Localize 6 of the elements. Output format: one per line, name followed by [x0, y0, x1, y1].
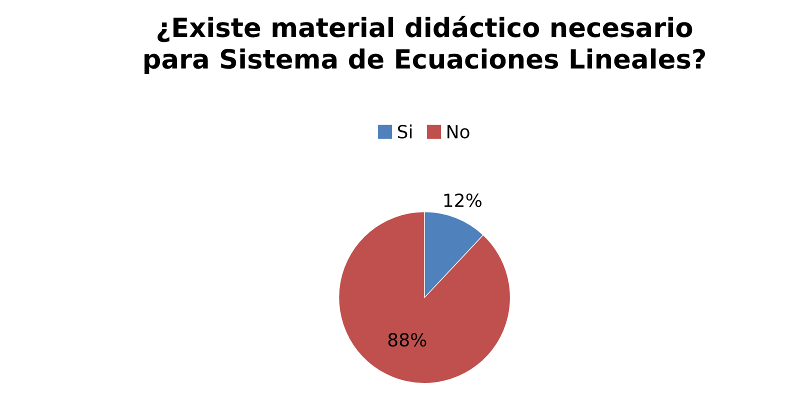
chart-title: ¿Existe material didáctico necesario para Sistema de Ecuaciones Lineales?	[144, 16, 706, 74]
data-label: 12%	[444, 193, 482, 208]
data-label: 88%	[388, 332, 426, 347]
pie-slice	[338, 211, 511, 384]
legend-label: No	[448, 125, 470, 138]
legend-label: Si	[398, 124, 412, 138]
